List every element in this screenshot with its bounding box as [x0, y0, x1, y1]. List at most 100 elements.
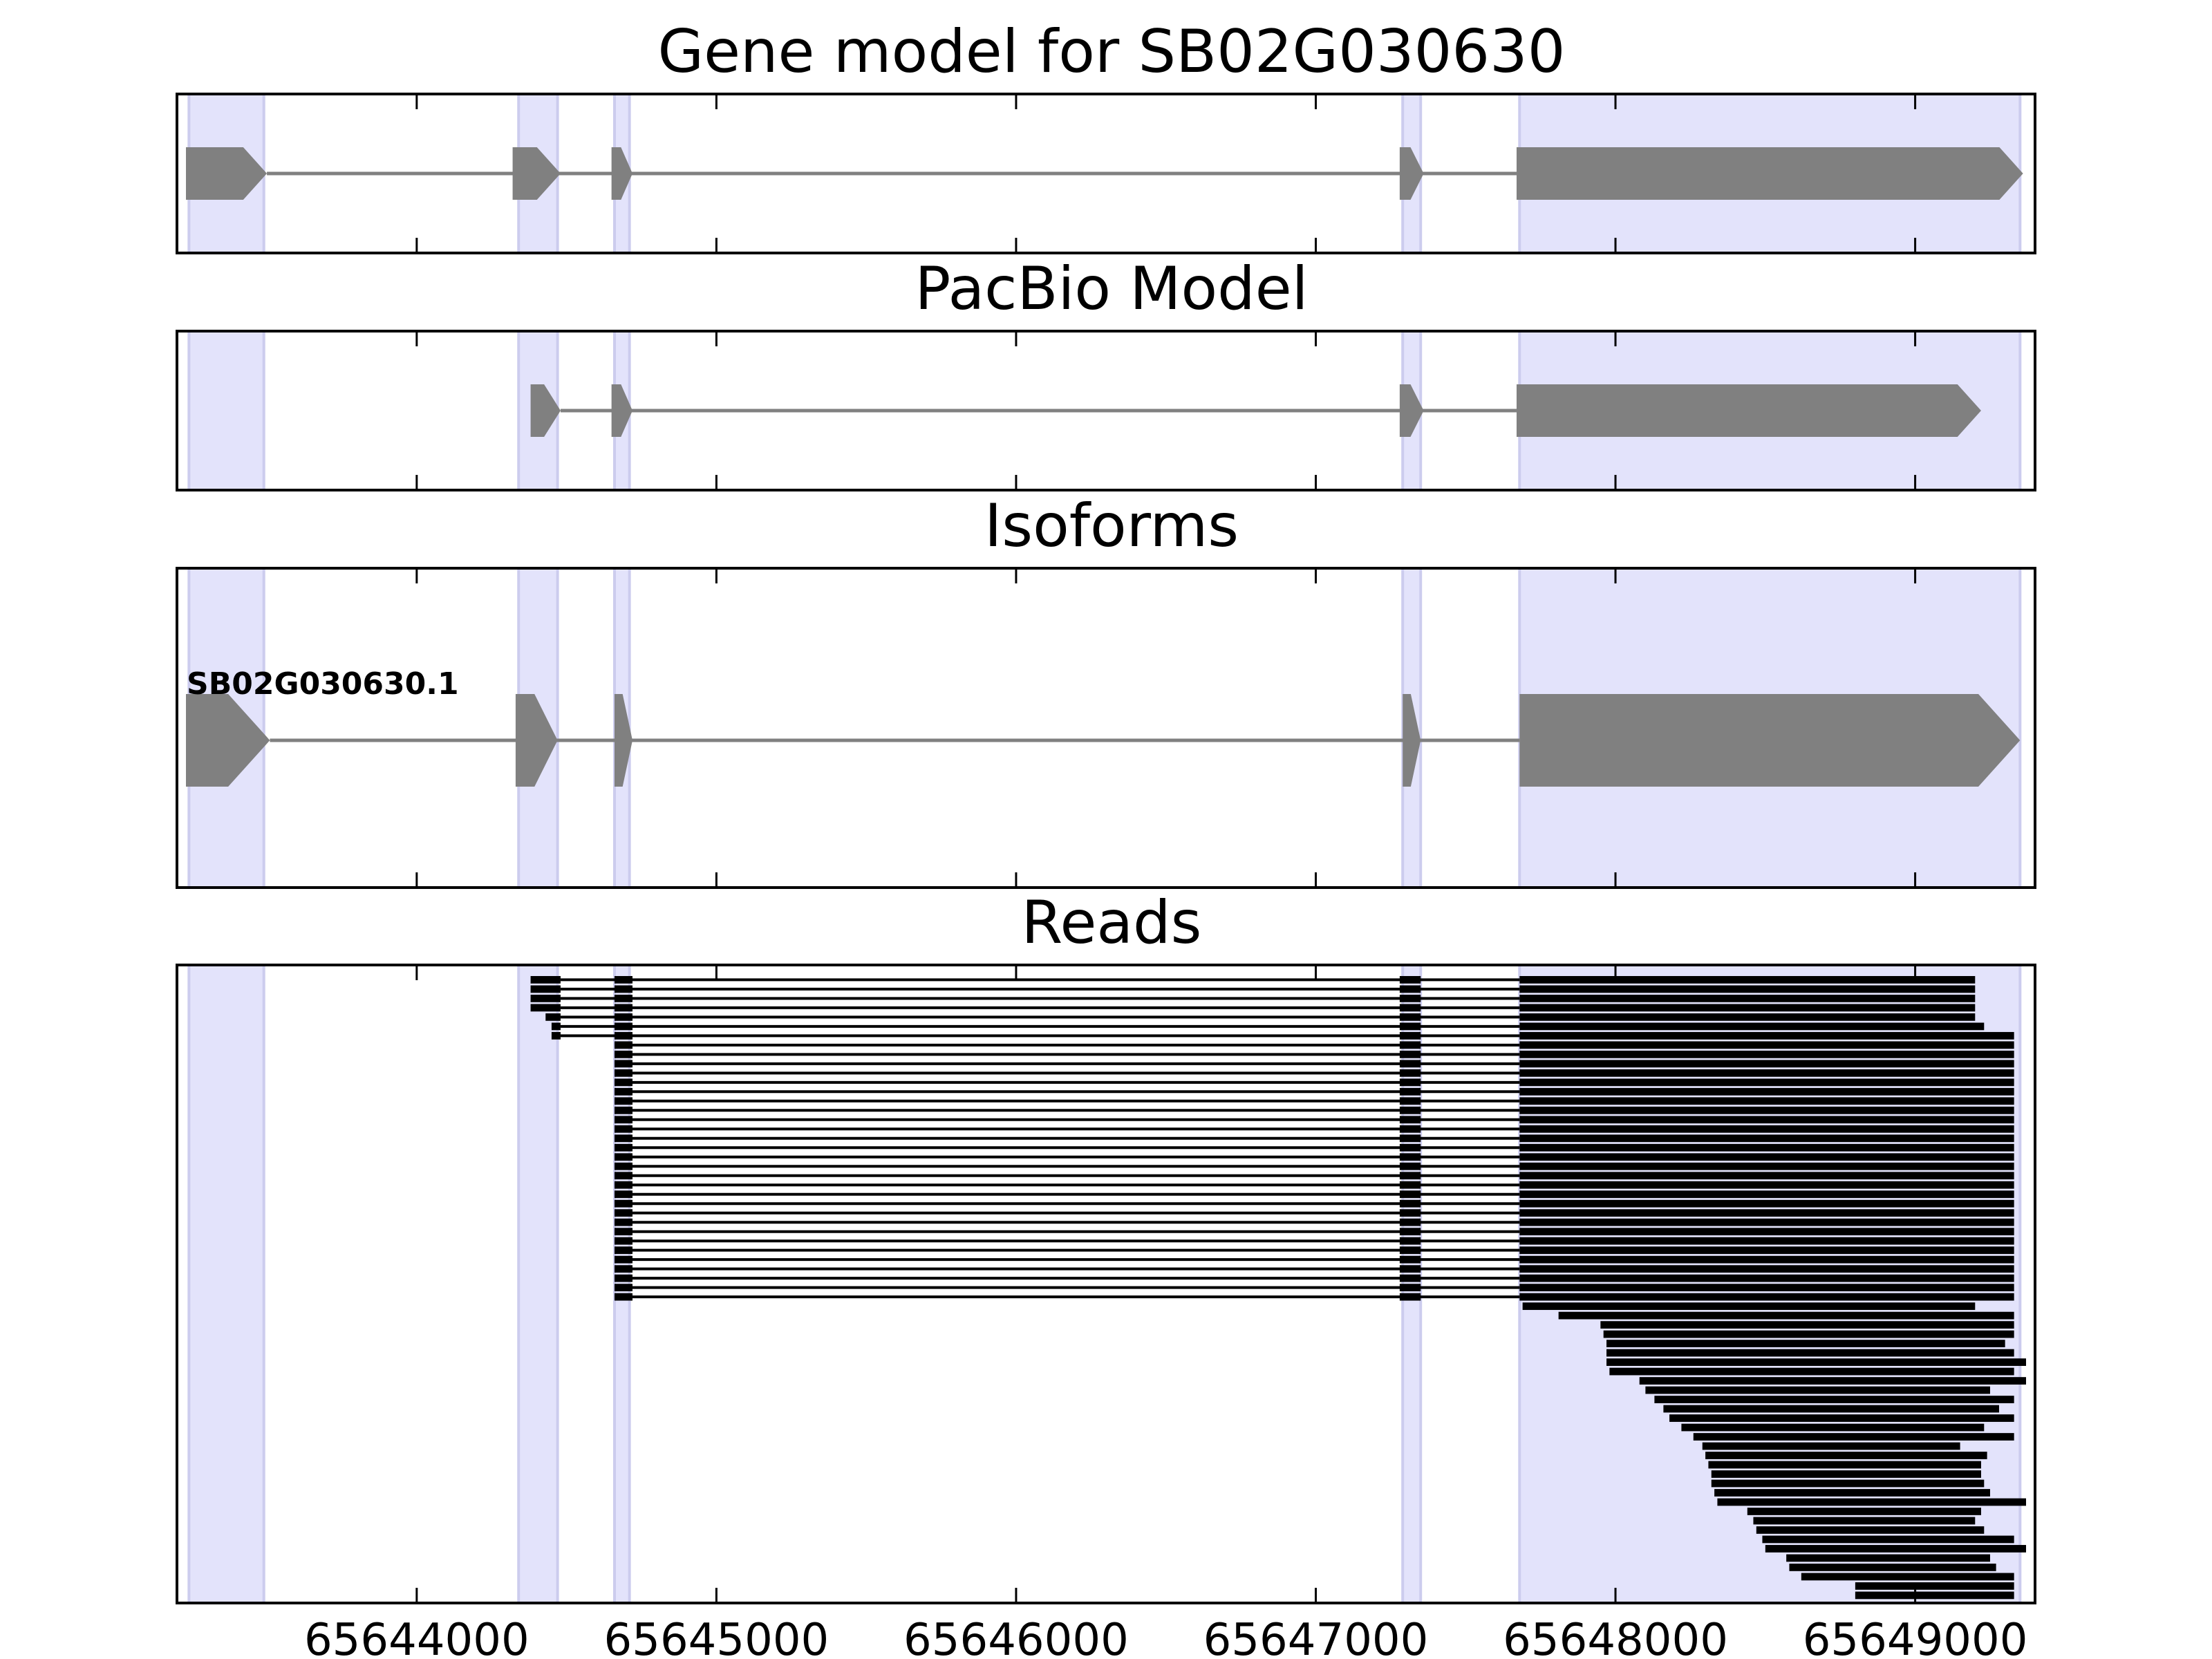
read-block	[1519, 1162, 2014, 1170]
read-block	[1711, 1470, 1981, 1478]
read-block	[1693, 1433, 2014, 1441]
panel-frame	[176, 93, 2036, 254]
read-block	[1708, 1461, 1981, 1469]
read-block	[614, 1013, 632, 1021]
read-block	[1756, 1526, 1985, 1534]
read-block	[530, 985, 561, 993]
read-block	[614, 1078, 632, 1087]
read-block	[614, 1153, 632, 1161]
read-block	[1855, 1591, 2014, 1600]
read-block	[1519, 1087, 2014, 1096]
read-block	[1399, 1284, 1421, 1292]
read-block	[1519, 1041, 2014, 1049]
read-block	[1654, 1396, 2014, 1403]
exon-block	[1403, 694, 1421, 787]
read-block	[1399, 985, 1421, 993]
read-block	[1519, 1097, 2014, 1105]
read-block	[1519, 1209, 2014, 1217]
read-block	[1399, 1069, 1421, 1077]
exon-block	[1516, 147, 2023, 200]
read-block	[1789, 1564, 1996, 1571]
read-block	[1600, 1321, 2014, 1329]
gene-model-panel: Gene model for SB02G030630	[176, 17, 2036, 254]
isoforms-panel: Isoforms SB02G030630.1	[176, 491, 2036, 889]
read-block	[1786, 1554, 1990, 1562]
panel-frame	[176, 330, 2036, 491]
read-block	[614, 1031, 632, 1040]
read-block	[1399, 1106, 1421, 1114]
panel-frame	[176, 567, 2036, 889]
read-block	[1399, 1143, 1421, 1152]
read-block	[1702, 1442, 1960, 1450]
exon-block	[611, 147, 632, 200]
read-block	[1399, 1255, 1421, 1264]
read-block	[614, 1199, 632, 1208]
read-block	[1519, 1246, 2014, 1255]
read-block	[1519, 1125, 2014, 1133]
read-block	[614, 1143, 632, 1152]
read-block	[1645, 1386, 1990, 1394]
read-block	[614, 1265, 632, 1273]
read-block	[614, 1125, 632, 1133]
exon-block	[186, 694, 270, 787]
read-block	[614, 1004, 632, 1012]
read-block	[530, 976, 561, 984]
read-block	[614, 1274, 632, 1282]
read-block	[614, 1255, 632, 1264]
read-block	[1711, 1479, 1985, 1488]
read-block	[614, 1134, 632, 1143]
read-block	[1663, 1405, 1999, 1413]
read-block	[551, 1022, 561, 1031]
read-block	[1399, 1209, 1421, 1217]
exon-block	[530, 384, 561, 437]
read-block	[1519, 1255, 2014, 1264]
read-block	[1609, 1367, 2014, 1376]
read-block	[1747, 1508, 1981, 1515]
read-block	[614, 1209, 632, 1217]
read-block	[614, 1060, 632, 1068]
read-block	[1399, 1060, 1421, 1068]
read-block	[1399, 1013, 1421, 1021]
read-block	[1399, 1078, 1421, 1087]
read-block	[1399, 1172, 1421, 1180]
read-block	[1519, 1022, 1985, 1031]
read-block	[1399, 1246, 1421, 1255]
read-block	[1399, 1218, 1421, 1226]
read-block	[1399, 1162, 1421, 1170]
exon-block	[186, 147, 268, 200]
read-block	[1606, 1358, 2026, 1366]
exon-block	[1516, 384, 1981, 437]
read-block	[1519, 1031, 2014, 1040]
read-block	[1765, 1545, 2026, 1553]
reads-plot	[176, 964, 2036, 1604]
read-block	[1399, 1004, 1421, 1012]
read-block	[1519, 1134, 2014, 1143]
x-tick-label: 65647000	[1203, 1615, 1429, 1659]
read-block	[1519, 1293, 2014, 1301]
read-block	[1399, 1050, 1421, 1058]
read-block	[1519, 1274, 2014, 1282]
reads-title: Reads	[1022, 888, 1202, 957]
x-tick-label: 65646000	[903, 1615, 1129, 1659]
read-block	[1753, 1517, 1976, 1525]
read-block	[1522, 1302, 1976, 1311]
read-block	[1669, 1414, 2014, 1422]
read-block	[1399, 1199, 1421, 1208]
read-block	[1639, 1377, 2026, 1385]
x-tick-label: 65644000	[304, 1615, 529, 1659]
read-block	[614, 1293, 632, 1301]
read-block	[1606, 1340, 2005, 1348]
read-block	[1705, 1452, 1987, 1459]
read-block	[1399, 1134, 1421, 1143]
read-block	[1399, 1181, 1421, 1189]
read-block	[1519, 1004, 1976, 1012]
pacbio-model-panel: PacBio Model	[176, 254, 2036, 491]
read-block	[614, 1190, 632, 1199]
read-block	[1714, 1489, 1990, 1497]
read-block	[551, 1031, 561, 1040]
read-block	[1519, 1153, 2014, 1161]
read-block	[1558, 1311, 2014, 1320]
read-block	[614, 1237, 632, 1245]
read-block	[1519, 1190, 2014, 1199]
exon-block	[614, 694, 632, 787]
